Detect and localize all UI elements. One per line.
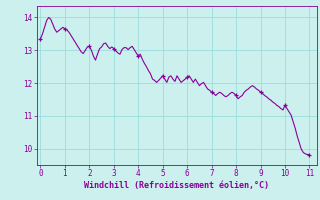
X-axis label: Windchill (Refroidissement éolien,°C): Windchill (Refroidissement éolien,°C) — [84, 181, 269, 190]
